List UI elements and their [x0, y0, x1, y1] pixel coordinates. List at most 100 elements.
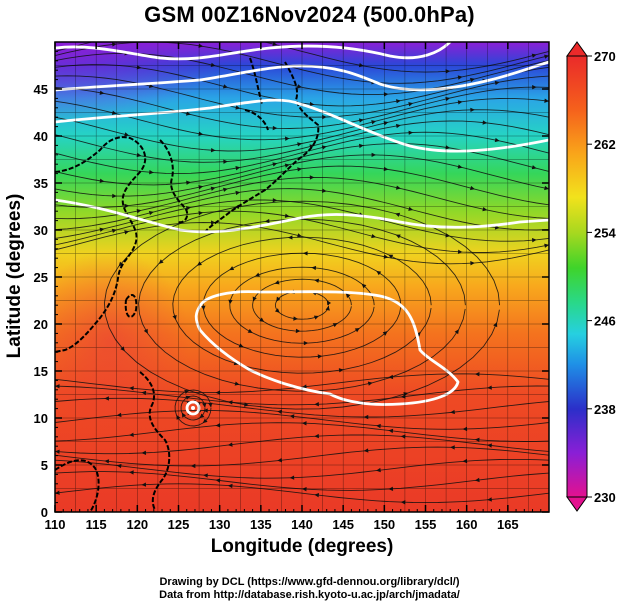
streamline-arrow — [227, 442, 233, 447]
streamline-arrow — [321, 145, 327, 150]
streamline-arrow — [287, 235, 293, 240]
streamline-arrow — [314, 493, 320, 498]
streamline-arrow — [238, 343, 244, 348]
streamline-arrow — [118, 261, 124, 267]
streamline-arrow — [395, 212, 401, 217]
streamline-arrow — [326, 300, 332, 306]
streamline-arrow — [400, 394, 406, 399]
streamline-arrow — [55, 449, 60, 454]
streamline-arrow — [148, 210, 154, 216]
streamline-arrow — [450, 445, 455, 450]
streamline-arrow — [382, 331, 388, 336]
streamline-arrow — [445, 96, 451, 102]
streamline-arrow — [149, 170, 154, 175]
streamline-arrow — [284, 163, 290, 168]
streamline-arrow — [141, 450, 147, 455]
x-tick-label: 155 — [415, 517, 437, 532]
streamline-arrow — [544, 98, 549, 103]
streamline-arrow — [470, 77, 475, 83]
streamline-arrow — [309, 175, 315, 180]
streamline-arrow — [55, 384, 60, 389]
streamline-arrow — [313, 315, 319, 320]
streamline-arrow — [223, 159, 228, 164]
streamline-arrow — [111, 110, 117, 115]
x-axis-ticks: 110 115 120 125 130 135 140 145 150 155 160 165 — [45, 42, 542, 532]
streamline-arrow — [208, 402, 213, 408]
streamline-arrow — [199, 413, 205, 419]
x-tick-label: 115 — [86, 517, 107, 532]
streamline-arrow — [293, 316, 298, 321]
colorbar-ticks: 270 262 254 246 238 230 — [587, 49, 616, 505]
credit-data: Data from http://database.rish.kyoto-u.a… — [159, 589, 460, 601]
y-axis-title: Latitude (degrees) — [4, 193, 25, 359]
streamline-arrow — [223, 187, 228, 192]
streamline-arrow — [116, 412, 122, 418]
streamline-arrow — [247, 328, 253, 333]
x-tick-label: 165 — [497, 517, 519, 532]
coastline-taiwan — [124, 294, 138, 318]
streamline-arrow — [124, 132, 130, 137]
coastline-korea — [159, 139, 189, 224]
y-axis-ticks: 0 5 10 15 20 25 30 35 40 45 — [34, 50, 549, 520]
y-tick-label: 15 — [34, 364, 48, 379]
streamline-arrow — [228, 299, 233, 305]
streamline-arrow — [302, 486, 307, 492]
streamline-arrow — [235, 105, 241, 110]
streamline-arrow — [198, 210, 204, 216]
streamline-arrow — [104, 459, 110, 464]
streamline-arrow — [136, 152, 142, 158]
streamline-arrow — [303, 340, 309, 346]
streamline-arrow — [136, 65, 142, 70]
colorbar-tick-label: 246 — [594, 314, 616, 329]
streamline-arrow — [388, 428, 394, 434]
y-tick-label: 20 — [34, 317, 48, 332]
streamline-arrow — [493, 322, 498, 328]
streamline-arrow — [383, 254, 389, 259]
streamline-arrow — [482, 120, 488, 125]
colorbar-tick-label: 238 — [594, 402, 616, 417]
streamline-arrow — [259, 317, 265, 322]
streamline-arrow — [376, 423, 381, 429]
streamline-arrow — [210, 148, 216, 153]
coastline-east-asia — [55, 136, 147, 353]
streamline-arrow — [297, 167, 302, 172]
streamline-arrow — [474, 371, 480, 377]
x-tick-label: 135 — [250, 517, 272, 532]
streamline-arrow — [531, 53, 537, 58]
streamline-arrow — [211, 220, 216, 225]
streamline-arrow — [215, 390, 221, 395]
streamline-arrow — [302, 421, 307, 426]
streamline-arrow — [445, 69, 451, 74]
streamline — [229, 266, 375, 344]
streamline-arrow — [235, 190, 241, 196]
streamline-arrow — [474, 477, 480, 483]
streamline-arrow — [181, 412, 187, 418]
streamline-arrow — [358, 118, 364, 123]
streamline-arrow — [185, 395, 191, 400]
y-tick-label: 30 — [34, 223, 48, 238]
streamline-arrow — [196, 261, 202, 266]
colorbar-bottom-arrow — [566, 496, 588, 512]
streamline-arrow — [198, 131, 204, 136]
streamline-arrow — [227, 483, 233, 489]
streamline-arrow — [470, 261, 475, 266]
streamline — [174, 389, 212, 427]
streamline-arrow — [186, 29, 191, 33]
streamline-arrow — [203, 408, 208, 413]
contour-254 — [55, 60, 549, 92]
streamline-arrow — [215, 423, 221, 428]
colorbar-top-arrow — [566, 41, 588, 57]
streamline-arrow — [532, 85, 537, 90]
streamline-arrow — [416, 331, 421, 337]
streamline-arrow — [487, 443, 492, 448]
warm-pool-shading — [55, 250, 190, 430]
streamline-arrow — [494, 80, 500, 86]
streamline-arrow — [203, 473, 208, 478]
streamline-arrow — [264, 218, 270, 224]
streamline-arrow — [531, 165, 537, 170]
streamline-arrow — [462, 458, 468, 464]
streamline-arrow — [469, 185, 475, 191]
streamline-arrow — [311, 265, 317, 271]
streamline-arrow — [112, 42, 117, 47]
